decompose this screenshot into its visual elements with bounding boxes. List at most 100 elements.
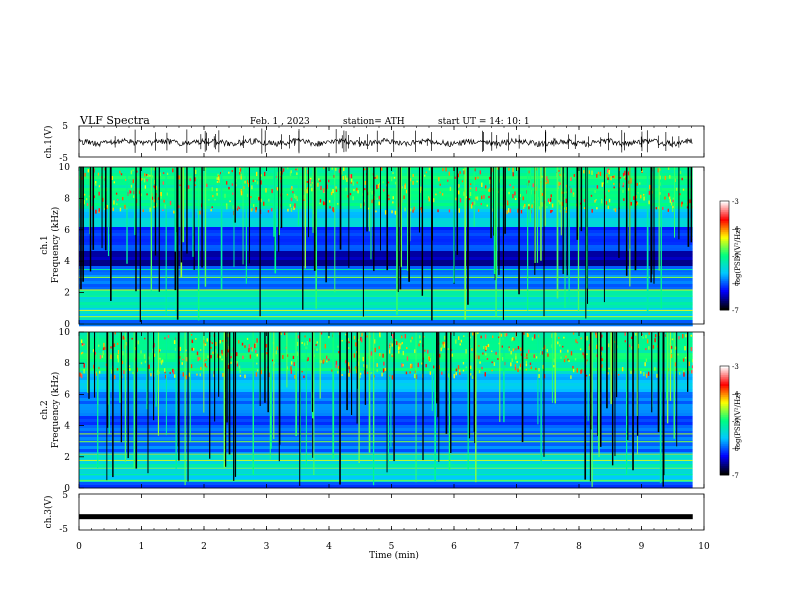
spectrogram-band [79, 296, 693, 300]
spectrogram-band [79, 236, 693, 240]
spectrogram-sferic-streak [368, 332, 371, 453]
spectrogram-sferic-streak [625, 167, 628, 276]
spectrogram-sferic-streak [273, 167, 275, 237]
spectrogram-band [79, 383, 693, 387]
x-tick-label: 9 [639, 542, 645, 552]
spectrogram-noise-speck [378, 201, 380, 206]
spectrogram-ytick-label: 6 [64, 390, 70, 400]
colorbar-swatch [720, 299, 729, 302]
spectrogram-noise-speck [508, 347, 510, 352]
spectrogram-noise-speck [628, 187, 630, 191]
spectrogram-noise-speck [216, 192, 218, 196]
colorbar-swatch [720, 471, 729, 474]
colorbar-swatch [720, 447, 729, 450]
spectrogram-noise-speck [103, 208, 106, 210]
spectrogram-noise-speck [378, 195, 380, 200]
spectrogram-noise-speck [491, 335, 494, 338]
colorbar-swatch [720, 270, 729, 273]
spectrogram-noise-speck [353, 335, 356, 340]
spectrogram-noise-speck [128, 365, 131, 368]
spectrogram-sferic-streak [496, 167, 498, 277]
spectrogram-band [79, 266, 693, 270]
spectrogram-sferic-streak [112, 332, 114, 478]
spectrogram-sferic-streak [474, 332, 476, 444]
spectrogram-sferic-streak [657, 332, 660, 433]
spectrogram-noise-speck [441, 344, 444, 349]
ch2-colorbar-label: log(PSD)(V²/Hz) [734, 392, 742, 449]
spectrogram-noise-speck [364, 180, 367, 185]
spectrogram-noise-speck [260, 174, 262, 177]
colorbar-swatch [720, 282, 729, 285]
spectrogram-noise-speck [607, 343, 610, 348]
colorbar-swatch [720, 378, 729, 381]
spectrogram-noise-speck [458, 369, 461, 372]
spectrogram-noise-speck [377, 184, 380, 189]
spectrogram-noise-speck [204, 363, 207, 367]
spectrogram-noise-speck [671, 338, 674, 341]
spectrogram-noise-speck [143, 356, 146, 359]
spectrogram-sferic-streak [334, 167, 336, 293]
spectrogram-noise-speck [115, 192, 118, 195]
spectrogram-noise-speck [146, 193, 148, 196]
spectrogram-ytick-label: 8 [64, 194, 70, 204]
spectrogram-noise-speck [216, 177, 218, 180]
colorbar-swatch [720, 385, 729, 389]
x-tick-label: 1 [139, 542, 145, 552]
spectrogram-noise-speck [462, 168, 465, 171]
spectrogram-noise-speck [622, 185, 624, 188]
spectrogram-noise-speck [238, 365, 241, 369]
colorbar-swatch [720, 279, 729, 282]
ch1-waveform-trace [78, 128, 693, 154]
spectrogram-noise-speck [542, 364, 545, 369]
spectrogram-sferic-streak [393, 332, 395, 462]
spectrogram-noise-speck [474, 168, 476, 172]
colorbar-swatch [720, 384, 729, 387]
spectrogram-noise-speck [164, 374, 167, 379]
spectrogram-noise-speck [378, 346, 380, 350]
spectrogram-noise-speck [246, 337, 249, 341]
spectrogram-sferic-streak [106, 332, 109, 428]
spectrogram-noise-speck [204, 344, 207, 346]
spectrogram-noise-speck [441, 371, 443, 375]
spectrogram-sferic-streak [503, 332, 505, 423]
spectrogram-noise-speck [87, 169, 89, 173]
spectrogram-sferic-streak [278, 332, 280, 462]
spectrogram-sferic-streak [560, 167, 562, 236]
spectrogram-noise-speck [230, 361, 232, 364]
spectrogram-noise-speck [559, 201, 561, 205]
spectrogram-band [79, 182, 693, 186]
spectrogram-noise-speck [509, 208, 512, 213]
spectrogram-noise-speck [504, 333, 506, 337]
spectrogram-noise-speck [457, 183, 460, 188]
spectrogram-sferic-streak [154, 167, 157, 256]
spectrogram-noise-speck [360, 336, 362, 341]
spectrogram-noise-speck [241, 342, 244, 346]
spectrogram-noise-speck [409, 365, 412, 369]
spectrogram-noise-speck [345, 187, 347, 192]
spectrogram-noise-speck [453, 373, 455, 379]
spectrogram-noise-speck [172, 168, 174, 173]
spectrogram-sferic-streak [223, 332, 226, 468]
spectrogram-noise-speck [320, 360, 322, 364]
spectrogram-band [79, 335, 693, 339]
spectrogram-band [79, 398, 693, 402]
spectrogram-noise-speck [548, 201, 551, 204]
colorbar-swatch [720, 462, 729, 465]
spectrogram-noise-speck [404, 183, 406, 186]
spectrogram-noise-speck [95, 371, 97, 374]
spectrogram-noise-speck [373, 375, 375, 378]
spectrogram-sferic-streak [312, 167, 314, 233]
spectrogram-sferic-streak [183, 167, 184, 229]
spectrogram-noise-speck [102, 350, 104, 356]
spectrogram-ytick-label: 0 [64, 484, 70, 494]
spectrogram-noise-speck [419, 188, 421, 193]
spectrogram-noise-speck [363, 364, 365, 368]
spectrogram-noise-speck [472, 332, 474, 336]
spectrogram-noise-speck [375, 210, 377, 213]
spectrogram-sferic-streak [175, 332, 177, 469]
spectrogram-noise-speck [256, 369, 259, 372]
spectrogram-noise-speck [570, 351, 573, 356]
spectrogram-noise-speck [251, 347, 254, 352]
spectrogram-sferic-streak [537, 332, 539, 425]
spectrogram-band [79, 308, 693, 312]
